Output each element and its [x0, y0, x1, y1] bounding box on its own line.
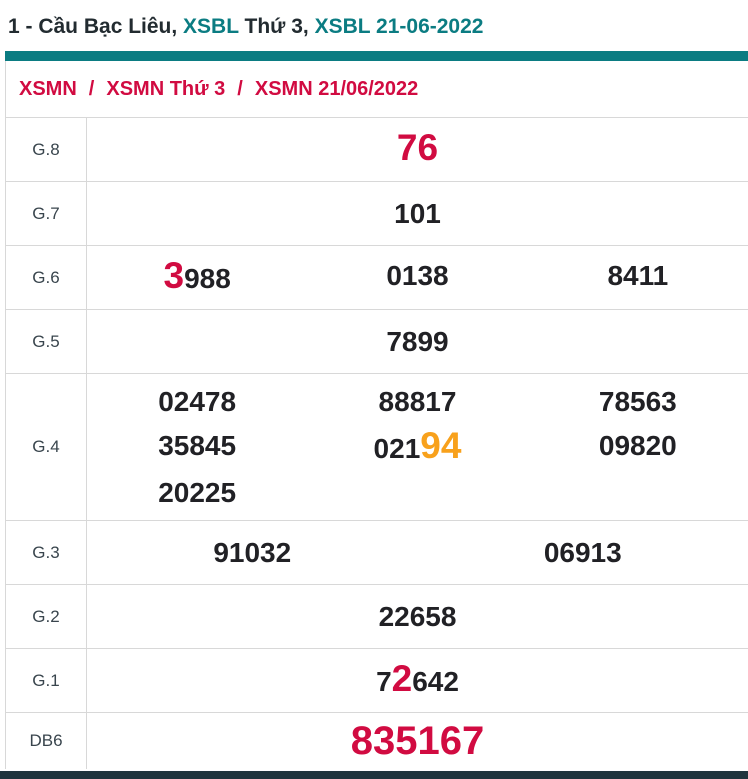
- prize-number: 35845: [87, 424, 307, 471]
- prize-row-g5: G.5 7899: [6, 310, 748, 374]
- prize-values: 3988 0138 8411: [87, 246, 748, 309]
- prize-values: 72642: [87, 649, 748, 712]
- prize-number: 09820: [528, 424, 748, 471]
- prize-label: G.7: [6, 182, 87, 245]
- prize-values: 22658: [87, 585, 748, 648]
- prize-label: DB6: [6, 713, 87, 769]
- prize-label: G.2: [6, 585, 87, 648]
- prize-line: 7899: [87, 320, 748, 364]
- prize-number: 8411: [528, 254, 748, 301]
- digits: 021: [373, 432, 421, 464]
- prize-number: 02194: [307, 424, 527, 471]
- prize-number: 835167: [87, 717, 748, 765]
- prize-label: G.3: [6, 521, 87, 584]
- digits: 78563: [598, 385, 677, 417]
- highlighted-digits: 76: [396, 127, 439, 168]
- prize-number: 72642: [87, 657, 748, 704]
- digits: 22658: [378, 600, 457, 632]
- breadcrumb-separator: /: [237, 77, 243, 100]
- prize-line: 835167: [87, 717, 748, 765]
- prize-line: 20225: [87, 471, 748, 515]
- prize-number: 101: [87, 192, 748, 236]
- digits: 02478: [158, 385, 237, 417]
- prize-number: 02478: [87, 380, 307, 424]
- breadcrumb: XSMN / XSMN Thứ 3 / XSMN 21/06/2022: [6, 61, 748, 118]
- prize-line: 72642: [87, 657, 748, 704]
- prize-number: 7899: [87, 320, 748, 364]
- prize-row-g8: G.8 76: [6, 118, 748, 182]
- results-panel: XSMN / XSMN Thứ 3 / XSMN 21/06/2022 G.8 76 G.7…: [5, 61, 748, 769]
- prize-number: 78563: [528, 380, 748, 424]
- prize-label: G.5: [6, 310, 87, 373]
- prize-label: G.8: [6, 118, 87, 181]
- prize-line: 101: [87, 192, 748, 236]
- prize-number: 0138: [307, 254, 527, 301]
- digits: 91032: [213, 536, 292, 568]
- prize-line: 02478 88817 78563: [87, 380, 748, 424]
- prize-values: 7899: [87, 310, 748, 373]
- highlighted-digits: 2: [391, 658, 413, 699]
- prize-line: 22658: [87, 595, 748, 639]
- prize-number: 22658: [87, 595, 748, 639]
- page-title: 1 - Cầu Bạc Liêu, XSBL Thứ 3, XSBL 21-06…: [0, 0, 748, 51]
- prize-row-g2: G.2 22658: [6, 585, 748, 649]
- digits: 06913: [543, 536, 622, 568]
- digits: 88817: [378, 385, 457, 417]
- digits: 0138: [386, 260, 449, 291]
- prize-row-db6: DB6 835167: [6, 713, 748, 769]
- prize-row-g6: G.6 3988 0138 8411: [6, 246, 748, 310]
- breadcrumb-item[interactable]: XSMN 21/06/2022: [254, 77, 419, 100]
- prize-values: 76: [87, 118, 748, 181]
- highlighted-digits: 94: [420, 424, 462, 466]
- prize-row-g4: G.4 02478 88817 78563 35845 02194 09820 20225: [6, 374, 748, 521]
- prize-number: 20225: [87, 471, 307, 515]
- prize-number: 76: [87, 126, 748, 173]
- prize-line: 76: [87, 126, 748, 173]
- prize-number: 06913: [418, 531, 748, 575]
- breadcrumb-item[interactable]: XSMN: [19, 77, 77, 100]
- digits: 642: [412, 666, 459, 697]
- digits: 101: [394, 197, 441, 229]
- empty-cell: [307, 471, 527, 515]
- bottom-bar: [0, 771, 748, 779]
- digits: 988: [184, 263, 231, 294]
- prize-row-g7: G.7 101: [6, 182, 748, 246]
- prize-number: 88817: [307, 380, 527, 424]
- prize-row-g1: G.1 72642: [6, 649, 748, 713]
- digits: 7899: [386, 325, 449, 357]
- prize-number: 91032: [87, 531, 418, 575]
- title-link[interactable]: XSBL: [183, 15, 239, 38]
- title-text: 1 - Cầu Bạc Liêu,: [8, 15, 184, 38]
- prize-line: 3988 0138 8411: [87, 254, 748, 301]
- prize-values: 91032 06913: [87, 521, 748, 584]
- title-link[interactable]: XSBL 21-06-2022: [314, 15, 484, 38]
- highlighted-digits: 835167: [350, 719, 485, 763]
- highlighted-digits: 3: [163, 255, 185, 296]
- prize-line: 91032 06913: [87, 531, 748, 575]
- prize-row-g3: G.3 91032 06913: [6, 521, 748, 585]
- prize-values: 02478 88817 78563 35845 02194 09820 20225: [87, 374, 748, 520]
- results-table: G.8 76 G.7 101 G.6 3988 0138 8411 G.5 7899 G.4 0247…: [6, 118, 748, 769]
- prize-label: G.6: [6, 246, 87, 309]
- digits: 8411: [607, 260, 669, 291]
- teal-divider-bar: [5, 51, 748, 61]
- prize-label: G.4: [6, 374, 87, 520]
- title-text: Thứ 3,: [238, 15, 315, 38]
- prize-line: 35845 02194 09820: [87, 424, 748, 471]
- digits: 20225: [158, 476, 237, 508]
- breadcrumb-separator: /: [88, 77, 95, 100]
- digits: 35845: [158, 429, 237, 461]
- digits: 09820: [598, 429, 677, 461]
- digits: 7: [376, 666, 392, 697]
- prize-label: G.1: [6, 649, 87, 712]
- prize-values: 835167: [87, 713, 748, 769]
- breadcrumb-item[interactable]: XSMN Thứ 3: [106, 77, 226, 100]
- prize-number: 3988: [87, 254, 307, 301]
- empty-cell: [528, 471, 748, 515]
- prize-values: 101: [87, 182, 748, 245]
